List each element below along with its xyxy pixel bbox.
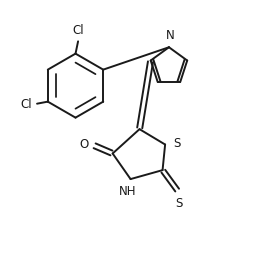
Text: NH: NH <box>119 185 137 198</box>
Text: S: S <box>175 197 183 210</box>
Text: O: O <box>80 138 89 151</box>
Text: Cl: Cl <box>21 98 33 111</box>
Text: Cl: Cl <box>72 24 84 37</box>
Text: N: N <box>166 29 175 41</box>
Text: S: S <box>173 137 180 150</box>
